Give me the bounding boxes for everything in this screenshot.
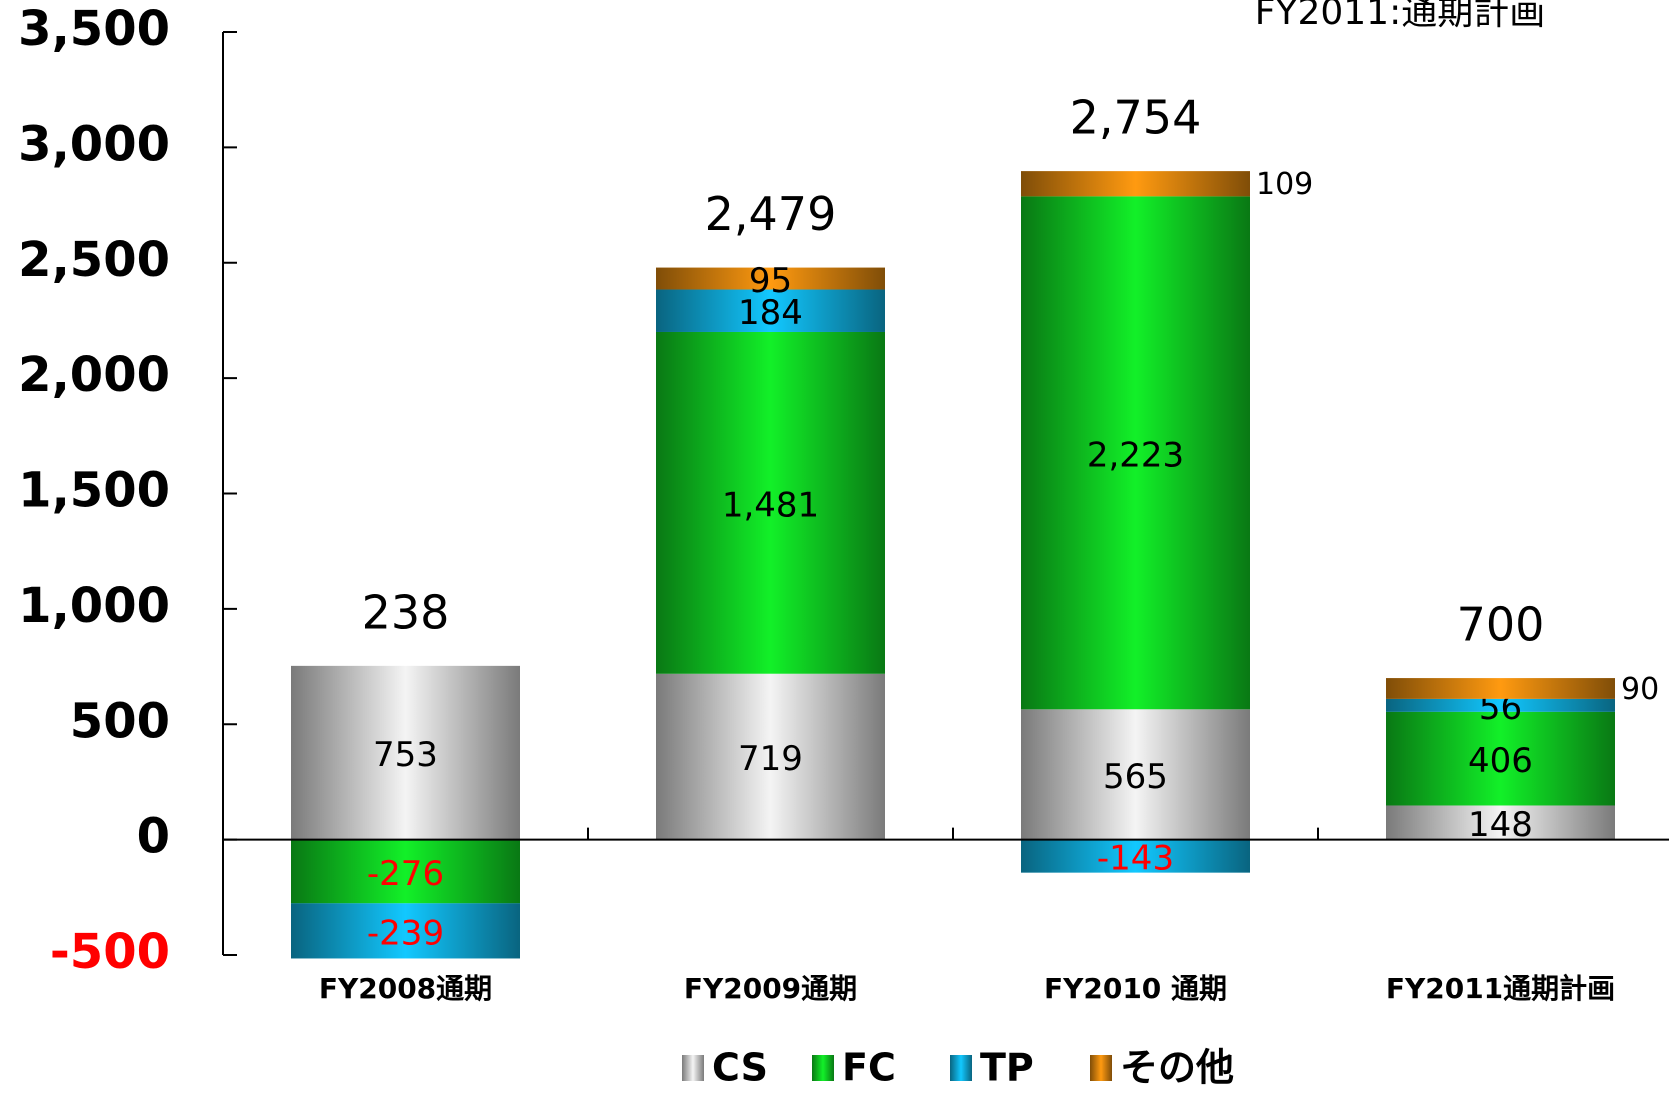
data-label: 719 xyxy=(738,739,803,779)
bar-shade xyxy=(656,267,885,290)
y-tick-label: 1,000 xyxy=(18,578,170,634)
legend-label: CS xyxy=(712,1046,768,1090)
data-label: 406 xyxy=(1468,741,1533,781)
data-label: 565 xyxy=(1103,757,1168,797)
bar-shade xyxy=(656,289,885,332)
bar-shade xyxy=(1021,196,1250,710)
legend-swatch-shade xyxy=(812,1055,834,1081)
bar-shade xyxy=(291,903,520,959)
data-label: -239 xyxy=(367,913,444,953)
bar-shade xyxy=(291,665,520,840)
bar-shade xyxy=(1021,171,1250,197)
total-label: 2,479 xyxy=(705,187,837,241)
data-label: 109 xyxy=(1256,167,1313,202)
bar-shade xyxy=(656,331,885,674)
total-label: 2,754 xyxy=(1070,91,1202,145)
y-tick-label: 1,500 xyxy=(18,463,170,519)
bar-shade xyxy=(656,673,885,840)
data-label: 2,223 xyxy=(1087,435,1184,475)
legend-swatch-shade xyxy=(950,1055,972,1081)
bar-shade xyxy=(1021,839,1250,873)
annotation: FY2011:通期計画 xyxy=(1255,0,1545,33)
y-tick-label: 3,000 xyxy=(18,116,170,172)
y-tick-label: 2,500 xyxy=(18,232,170,288)
legend-label: その他 xyxy=(1120,1046,1234,1090)
x-tick-label: FY2011通期計画 xyxy=(1386,972,1615,1005)
data-label: 753 xyxy=(373,735,438,775)
data-label: 90 xyxy=(1621,672,1659,707)
legend-label: TP xyxy=(980,1046,1034,1090)
legend-swatch-shade xyxy=(1090,1055,1112,1081)
legend-label: FC xyxy=(842,1046,896,1090)
data-label: -276 xyxy=(367,854,444,894)
y-tick-label: -500 xyxy=(50,924,170,980)
data-label: 1,481 xyxy=(722,485,819,525)
bar-shade xyxy=(1386,711,1615,806)
bar-shade xyxy=(1386,698,1615,712)
bar-shade xyxy=(1386,678,1615,699)
data-label: 95 xyxy=(749,261,792,301)
bar-shade xyxy=(1386,805,1615,840)
legend-swatch-shade xyxy=(682,1055,704,1081)
data-label: -143 xyxy=(1097,839,1174,879)
y-tick-label: 2,000 xyxy=(18,347,170,403)
bar-shade xyxy=(1021,709,1250,840)
x-tick-label: FY2010 通期 xyxy=(1044,972,1227,1005)
x-tick-label: FY2009通期 xyxy=(684,972,857,1005)
total-label: 238 xyxy=(362,585,450,639)
y-tick-label: 500 xyxy=(70,693,170,749)
x-tick-label: FY2008通期 xyxy=(319,972,492,1005)
bar-shade xyxy=(291,839,520,904)
y-tick-label: 0 xyxy=(137,809,170,865)
total-label: 700 xyxy=(1457,598,1545,652)
data-label: 148 xyxy=(1468,805,1533,845)
y-tick-label: 3,500 xyxy=(18,1,170,57)
data-label: 184 xyxy=(738,293,803,333)
